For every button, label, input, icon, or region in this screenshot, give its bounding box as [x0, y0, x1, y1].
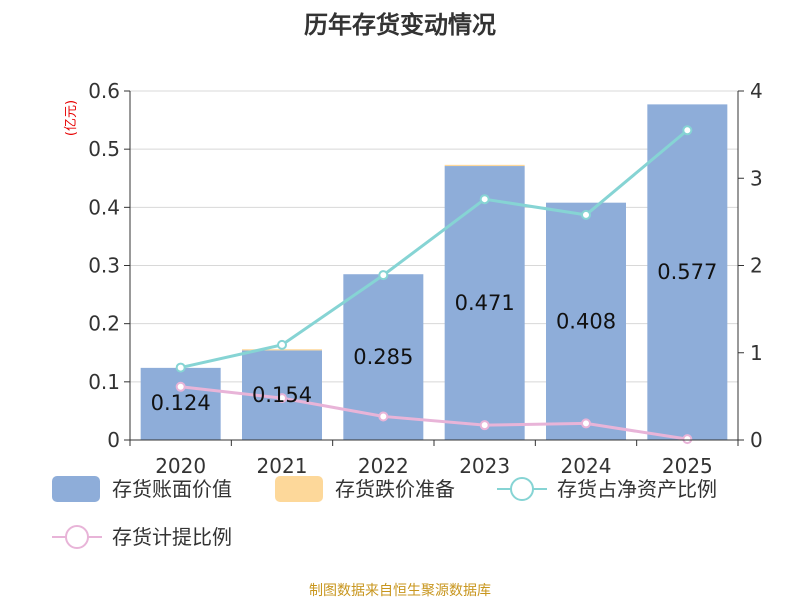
point-provision-ratio — [378, 411, 389, 422]
bar-data-label: 0.285 — [353, 345, 413, 369]
axes: 0 0.1 0.2 0.3 0.4 0.5 0.6 0 1 2 3 4 2020 2021 2022 2023… — [88, 79, 763, 478]
bar-data-label: 0.154 — [252, 383, 312, 407]
x-tick-label: 2021 — [257, 454, 308, 478]
y-left-tick-label: 0.3 — [88, 254, 120, 278]
y-axis-unit: (亿元) — [64, 100, 79, 136]
point-provision-ratio — [277, 393, 287, 404]
x-tick-label: 2022 — [358, 454, 409, 478]
y-right-tick-label: 0 — [750, 428, 763, 452]
x-tick-label: 2024 — [561, 454, 612, 478]
point-net-asset-ratio — [581, 209, 591, 220]
x-tick-label: 2023 — [459, 454, 510, 478]
legend-item: 存货计提比例 — [52, 525, 232, 549]
line-net-asset-ratio — [180, 129, 689, 370]
legend-marker — [510, 477, 534, 501]
y-left-tick-label: 0 — [107, 428, 120, 452]
point-net-asset-ratio — [378, 270, 389, 281]
y-left-tick-label: 0.5 — [88, 137, 120, 161]
point-provision-ratio — [682, 434, 693, 445]
legend-item: 存货占净资产比例 — [497, 477, 717, 501]
point-net-asset-ratio — [479, 194, 490, 205]
x-tick-label: 2020 — [155, 454, 206, 478]
y-right-tick-label: 1 — [750, 341, 763, 365]
legend-label: 存货计提比例 — [112, 525, 232, 549]
x-tick-label: 2025 — [662, 454, 713, 478]
chart-title: 历年存货变动情况 — [304, 11, 496, 39]
y-left-tick-label: 0.2 — [88, 312, 120, 336]
bar-data-label: 0.408 — [556, 309, 616, 333]
bar-book-value — [444, 166, 525, 440]
line-provision-ratio — [180, 385, 688, 441]
point-net-asset-ratio — [682, 125, 693, 136]
line-series — [175, 125, 693, 445]
point-provision-ratio — [581, 418, 591, 429]
data-labels: 0.124 0.154 0.285 0.471 0.408 0.577 — [151, 260, 718, 415]
legend-item: 存货账面价值 — [52, 476, 232, 502]
legend-label: 存货占净资产比例 — [557, 477, 717, 501]
legend-marker — [65, 525, 89, 549]
bar-book-value — [647, 104, 728, 441]
point-net-asset-ratio — [277, 339, 287, 350]
bar-provision — [444, 164, 525, 167]
bar-book-value — [140, 367, 221, 440]
bar-book-value — [546, 202, 626, 440]
bar-data-label: 0.577 — [657, 260, 717, 284]
y-left-tick-label: 0.1 — [88, 370, 120, 394]
source-note: 制图数据来自恒生聚源数据库 — [309, 583, 491, 599]
point-provision-ratio — [175, 381, 186, 392]
y-left-tick-label: 0.4 — [88, 195, 120, 219]
legend-swatch — [52, 476, 100, 502]
y-right-tick-label: 4 — [750, 79, 763, 103]
grid-lines — [130, 90, 738, 441]
point-net-asset-ratio — [175, 362, 186, 373]
bar-data-label: 0.471 — [455, 291, 515, 315]
bar-series — [140, 104, 728, 441]
legend-swatch — [275, 476, 323, 502]
y-right-tick-label: 3 — [750, 166, 763, 190]
y-left-tick-label: 0.6 — [88, 79, 120, 103]
point-provision-ratio — [479, 420, 490, 431]
legend-label: 存货账面价值 — [112, 477, 232, 501]
y-right-tick-label: 2 — [750, 254, 763, 278]
bar-data-label: 0.124 — [151, 391, 211, 415]
legend-label: 存货跌价准备 — [335, 477, 455, 501]
legend-item: 存货跌价准备 — [275, 476, 455, 502]
